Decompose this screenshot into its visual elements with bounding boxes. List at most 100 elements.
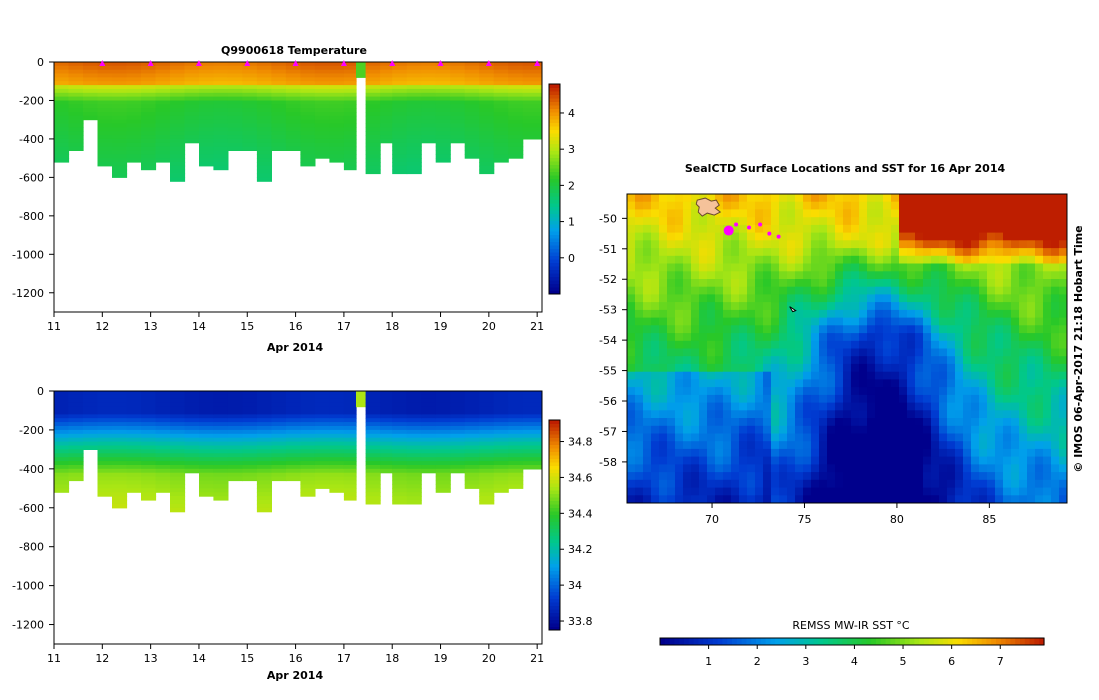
heatmap-cell — [493, 472, 509, 478]
heatmap-cell — [112, 418, 128, 423]
heatmap-cell — [68, 96, 84, 101]
sst-colorbar-swatch — [775, 638, 781, 645]
heatmap-cell — [256, 115, 272, 121]
sst-cell — [827, 410, 836, 419]
sst-cell — [883, 387, 892, 396]
heatmap-cell — [141, 465, 157, 470]
sst-cell — [739, 201, 748, 210]
x-tick-label: 15 — [240, 652, 254, 665]
sst-cell — [923, 224, 932, 234]
sst-cell — [1059, 333, 1067, 342]
sst-cell — [1011, 263, 1020, 272]
sst-cell — [747, 263, 756, 272]
heatmap-cell — [421, 398, 437, 404]
sst-cell — [1059, 240, 1067, 249]
heatmap-cell — [184, 62, 200, 67]
sst-cell — [635, 309, 644, 319]
sst-cell — [947, 363, 956, 373]
sst-map-axes: 70 75 80 85-50-51-52-53-54-55-56-57-58 — [599, 212, 996, 526]
sst-cell — [659, 425, 668, 435]
heatmap-cell — [365, 135, 381, 140]
heatmap-cell — [97, 100, 113, 105]
heatmap-cell — [392, 406, 408, 412]
heatmap-cell — [256, 104, 272, 109]
sst-cell — [963, 387, 972, 396]
sst-cell — [1035, 433, 1044, 442]
heatmap-cell — [155, 441, 171, 447]
heatmap-cell — [126, 398, 142, 404]
sst-cell — [795, 224, 804, 234]
heatmap-cell — [256, 488, 272, 493]
heatmap-cell — [285, 135, 301, 140]
heatmap-cell — [242, 465, 258, 470]
sst-cell — [883, 348, 892, 357]
heatmap-cell — [285, 429, 301, 435]
sst-cell — [731, 418, 740, 427]
colorbar-tick-label: 33.8 — [568, 615, 593, 628]
sst-cell — [635, 425, 644, 435]
sst-cell — [971, 309, 980, 319]
heatmap-cell — [365, 162, 381, 167]
sst-cell — [1051, 379, 1060, 388]
heatmap-cell — [271, 414, 287, 419]
heatmap-cell — [464, 100, 480, 105]
sst-cell — [1035, 464, 1044, 473]
heatmap-cell — [365, 115, 381, 121]
sst-cell — [763, 371, 772, 380]
sst-cell — [635, 302, 644, 311]
heatmap-cell — [112, 422, 128, 427]
heatmap-cell — [406, 457, 422, 462]
sst-cell — [795, 479, 804, 489]
sst-cell — [795, 472, 804, 481]
heatmap-cell — [112, 453, 128, 458]
sst-cell — [755, 333, 764, 342]
heatmap-cell — [199, 62, 215, 67]
sst-cell — [699, 410, 708, 419]
heatmap-cell — [83, 65, 99, 71]
sst-cell — [739, 286, 748, 295]
heatmap-cell — [141, 402, 157, 408]
sst-cell — [803, 379, 812, 388]
heatmap-cell — [83, 104, 99, 109]
heatmap-cell — [199, 146, 215, 151]
heatmap-cell — [356, 69, 367, 75]
sst-cell — [883, 464, 892, 473]
sst-cell — [667, 325, 676, 334]
sst-cell — [651, 418, 660, 427]
heatmap-cell — [155, 429, 171, 435]
sst-cell — [1019, 232, 1028, 241]
colorbar-swatch — [549, 532, 560, 536]
sst-cell — [723, 271, 732, 280]
sst-cell — [1011, 418, 1020, 427]
heatmap-cell — [141, 441, 157, 447]
x-tick-label: 16 — [289, 320, 303, 333]
heatmap-cell — [479, 465, 495, 470]
heatmap-cell — [97, 453, 113, 458]
heatmap-cell — [170, 429, 186, 435]
heatmap-cell — [141, 406, 157, 412]
colorbar-swatch — [549, 273, 560, 277]
track-point — [776, 234, 781, 239]
sst-cell — [1003, 201, 1012, 210]
heatmap-cell — [365, 422, 381, 427]
heatmap-cell — [365, 394, 381, 400]
heatmap-cell — [97, 468, 113, 474]
heatmap-cell — [392, 85, 408, 90]
sst-cell — [1027, 418, 1036, 427]
sst-cell — [891, 217, 900, 226]
heatmap-cell — [435, 465, 451, 470]
sst-cell — [755, 363, 764, 373]
sst-cell — [987, 194, 996, 203]
sst-cell — [803, 448, 812, 458]
sst-cell — [907, 217, 916, 226]
sst-cell — [875, 410, 884, 419]
sst-cell — [915, 433, 924, 442]
sst-cell — [1019, 418, 1028, 427]
sst-cell — [1003, 302, 1012, 311]
heatmap-cell — [68, 429, 84, 435]
heatmap-cell — [170, 127, 186, 132]
heatmap-cell — [300, 476, 316, 482]
sst-cell — [779, 279, 788, 288]
sst-cell — [1035, 224, 1044, 234]
colorbar-swatch — [549, 609, 560, 613]
